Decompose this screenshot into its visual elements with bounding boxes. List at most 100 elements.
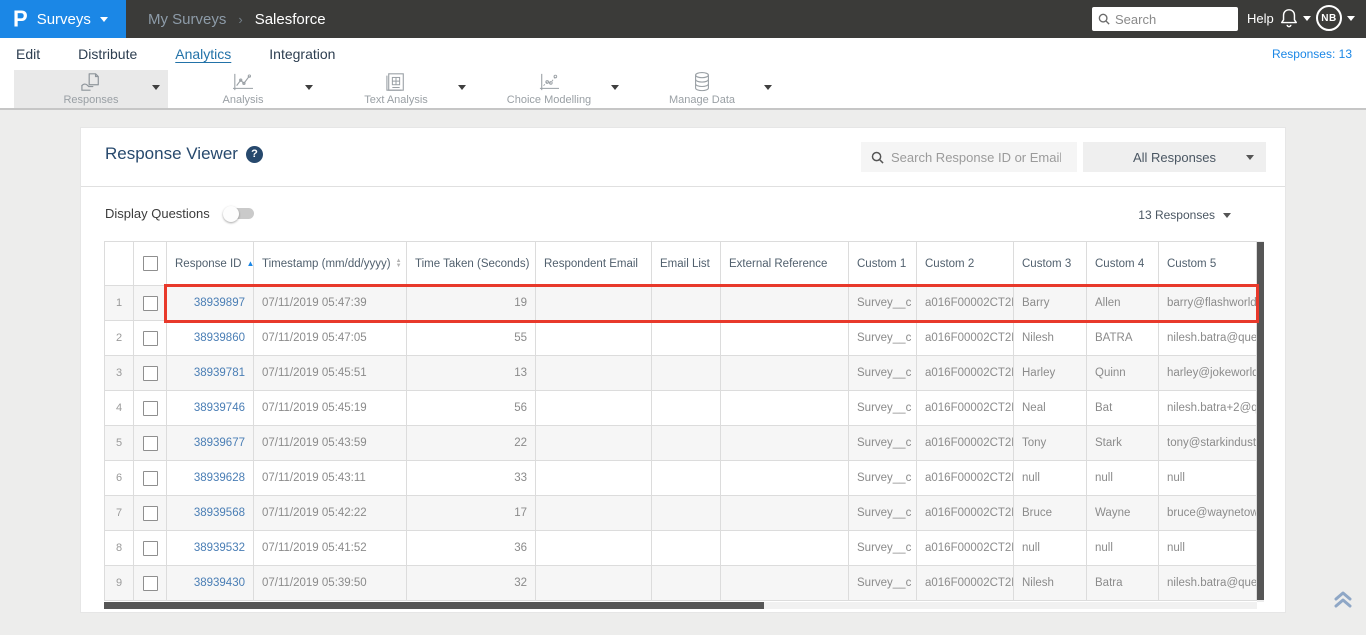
cell-respondent-email xyxy=(536,321,652,356)
cell-custom-2: a016F00002CT2LX xyxy=(917,461,1014,496)
table-row[interactable]: 5 38939677 07/11/2019 05:43:59 22 Survey… xyxy=(104,426,1264,461)
breadcrumb-current: Salesforce xyxy=(254,10,326,28)
cell-email-list xyxy=(652,321,721,356)
tab-integration[interactable]: Integration xyxy=(269,46,336,62)
cell-custom-2: a016F00002CT2Lc xyxy=(917,286,1014,321)
cell-response-id[interactable]: 38939897 xyxy=(167,286,254,321)
col-response-id[interactable]: Response ID ▲ xyxy=(167,241,254,286)
cell-response-id[interactable]: 38939860 xyxy=(167,321,254,356)
cell-external-reference xyxy=(721,496,849,531)
cell-custom-2: a016F00002CT2Lc xyxy=(917,566,1014,601)
help-icon[interactable]: ? xyxy=(245,145,263,163)
cell-timestamp: 07/11/2019 05:42:22 xyxy=(254,496,407,531)
cell-response-id[interactable]: 38939781 xyxy=(167,356,254,391)
table-row[interactable]: 2 38939860 07/11/2019 05:47:05 55 Survey… xyxy=(104,321,1264,356)
cell-email-list xyxy=(652,391,721,426)
row-checkbox[interactable] xyxy=(142,470,158,486)
cell-custom-5: nilesh.batra+2@qu xyxy=(1159,391,1257,426)
cell-custom-3: Barry xyxy=(1014,286,1087,321)
help-link[interactable]: Help xyxy=(1247,11,1274,26)
hand-document-icon xyxy=(79,72,103,92)
row-checkbox[interactable] xyxy=(142,400,158,416)
col-custom-5: Custom 5 xyxy=(1159,241,1257,286)
table-row[interactable]: 7 38939568 07/11/2019 05:42:22 17 Survey… xyxy=(104,496,1264,531)
responses-count-link[interactable]: Responses: 13 xyxy=(1271,47,1352,61)
col-respondent-email: Respondent Email xyxy=(536,241,652,286)
search-icon xyxy=(1098,13,1110,25)
cell-external-reference xyxy=(721,426,849,461)
table-row[interactable]: 9 38939430 07/11/2019 05:39:50 32 Survey… xyxy=(104,566,1264,601)
row-checkbox[interactable] xyxy=(142,575,158,591)
toolbar-label: Responses xyxy=(63,94,119,106)
col-time-taken[interactable]: Time Taken (Seconds)▲▼ xyxy=(407,241,536,286)
toolbar-manage-data[interactable]: Manage Data xyxy=(625,70,779,108)
breadcrumb-my-surveys[interactable]: My Surveys xyxy=(148,10,227,28)
all-responses-dropdown[interactable]: All Responses xyxy=(1083,142,1266,172)
cell-timestamp: 07/11/2019 05:47:05 xyxy=(254,321,407,356)
row-checkbox[interactable] xyxy=(142,505,158,521)
row-checkbox[interactable] xyxy=(142,540,158,556)
cell-custom-3: Tony xyxy=(1014,426,1087,461)
col-timestamp[interactable]: Timestamp (mm/dd/yyyy) ▲ ▼ xyxy=(254,241,407,286)
col-custom-1: Custom 1 xyxy=(849,241,917,286)
col-external-reference: External Reference xyxy=(721,241,849,286)
cell-custom-1: Survey__c xyxy=(849,356,917,391)
row-checkbox[interactable] xyxy=(142,435,158,451)
display-questions-toggle[interactable] xyxy=(222,205,254,222)
cell-external-reference xyxy=(721,461,849,496)
cell-respondent-email xyxy=(536,566,652,601)
col-email-list: Email List xyxy=(652,241,721,286)
table-row[interactable]: 6 38939628 07/11/2019 05:43:11 33 Survey… xyxy=(104,461,1264,496)
toolbar-text-analysis[interactable]: Text Analysis xyxy=(319,70,473,108)
account-menu[interactable]: NB xyxy=(1316,5,1355,31)
analysis-dropdown-caret[interactable] xyxy=(305,85,313,90)
sort-icon: ▲▼ xyxy=(534,258,535,269)
choice-modelling-dropdown-caret[interactable] xyxy=(611,85,619,90)
scroll-to-top-button[interactable] xyxy=(1332,588,1354,610)
row-checkbox[interactable] xyxy=(142,330,158,346)
cell-response-id[interactable]: 38939746 xyxy=(167,391,254,426)
toolbar-responses[interactable]: Responses xyxy=(14,70,168,108)
tab-edit[interactable]: Edit xyxy=(16,46,41,62)
cell-custom-1: Survey__c xyxy=(849,391,917,426)
surveys-product-menu[interactable]: P Surveys xyxy=(0,0,126,38)
cell-row-number: 7 xyxy=(104,496,134,531)
row-checkbox[interactable] xyxy=(142,295,158,311)
search-icon xyxy=(871,151,884,164)
row-number-header xyxy=(104,241,134,286)
cell-row-number: 1 xyxy=(104,286,134,321)
vertical-scrollbar-thumb[interactable] xyxy=(1257,242,1264,600)
row-checkbox[interactable] xyxy=(142,365,158,381)
table-row[interactable]: 1 38939897 07/11/2019 05:47:39 19 Survey… xyxy=(104,286,1264,321)
cell-time-taken: 55 xyxy=(407,321,536,356)
global-search-input[interactable] xyxy=(1115,11,1225,27)
text-analysis-dropdown-caret[interactable] xyxy=(458,85,466,90)
responses-count-dropdown-value: 13 Responses xyxy=(1138,208,1215,222)
chevron-down-icon xyxy=(99,16,108,22)
tab-analytics[interactable]: Analytics xyxy=(175,46,232,62)
notifications-menu[interactable] xyxy=(1279,7,1311,29)
table-row[interactable]: 8 38939532 07/11/2019 05:41:52 36 Survey… xyxy=(104,531,1264,566)
cell-email-list xyxy=(652,461,721,496)
tab-distribute[interactable]: Distribute xyxy=(78,46,138,62)
toolbar-analysis[interactable]: Analysis xyxy=(166,70,320,108)
horizontal-scrollbar-thumb[interactable] xyxy=(104,602,764,609)
vertical-scrollbar[interactable] xyxy=(1257,241,1264,602)
cell-response-id[interactable]: 38939532 xyxy=(167,531,254,566)
responses-count-dropdown[interactable]: 13 Responses xyxy=(1138,208,1231,222)
cell-row-number: 5 xyxy=(104,426,134,461)
cell-response-id[interactable]: 38939628 xyxy=(167,461,254,496)
table-row[interactable]: 4 38939746 07/11/2019 05:45:19 56 Survey… xyxy=(104,391,1264,426)
cell-response-id[interactable]: 38939568 xyxy=(167,496,254,531)
responses-dropdown-caret[interactable] xyxy=(152,85,160,90)
manage-data-dropdown-caret[interactable] xyxy=(764,85,772,90)
response-search-input[interactable] xyxy=(891,149,1061,165)
table-row[interactable]: 3 38939781 07/11/2019 05:45:51 13 Survey… xyxy=(104,356,1264,391)
horizontal-scrollbar[interactable] xyxy=(104,602,1257,609)
cell-response-id[interactable]: 38939677 xyxy=(167,426,254,461)
cell-timestamp: 07/11/2019 05:43:11 xyxy=(254,461,407,496)
cell-response-id[interactable]: 38939430 xyxy=(167,566,254,601)
cell-custom-5: nilesh.batra@ques xyxy=(1159,566,1257,601)
select-all-checkbox[interactable] xyxy=(142,256,158,271)
toolbar-choice-modelling[interactable]: Choice Modelling xyxy=(472,70,626,108)
